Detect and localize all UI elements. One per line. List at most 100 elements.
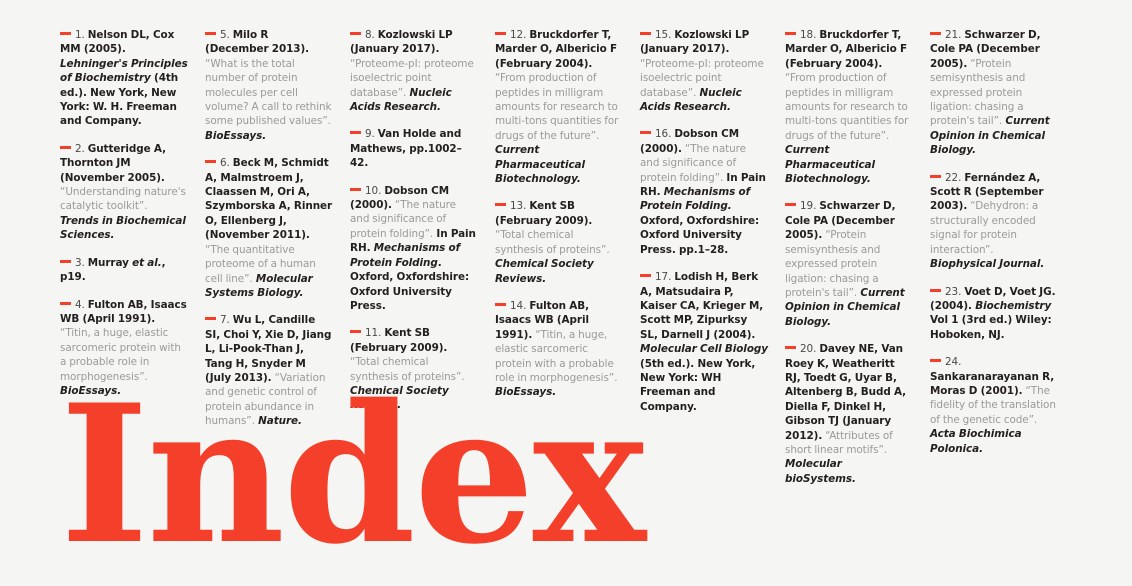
reference-column-1: 1. Nelson DL, Cox MM (2005). Lehninger's…	[60, 28, 205, 411]
reference-text-segment: Beck M, Schmidt A, Malmstroem J, Claasse…	[205, 157, 333, 242]
reference-text-segment: (4th ed.). New York, New York: W. H. Fre…	[60, 72, 179, 128]
reference-text-segment: In Pain RH.	[350, 227, 476, 255]
reference-text-segment: Current Opinion in Chemical Biology.	[930, 115, 1050, 157]
reference-text-segment: Sankaranarayanan R, Moras D (2001).	[930, 370, 1055, 397]
reference-text-segment: “Total chemical synthesis of proteins”.	[495, 229, 610, 256]
reference-text-segment: “The nature and significance of protein …	[350, 199, 456, 240]
reference-text-segment: “Proteome-pI: proteome isoelectric point…	[640, 57, 764, 99]
reference-text-segment: Wu L, Candille SI, Choi Y, Xie D, Jiang …	[205, 314, 332, 384]
reference-number: 2.	[75, 142, 85, 155]
dash-icon	[350, 32, 361, 35]
reference-entry: 11. Kent SB (February 2009). “Total chem…	[350, 326, 478, 412]
reference-text-segment: Van Holde and Mathews, pp.1002–42.	[350, 128, 462, 170]
reference-text-segment: , p19.	[60, 256, 166, 284]
reference-number: 18.	[800, 29, 817, 41]
reference-text-segment: Bruckdorfer T, Marder O, Albericio F (Fe…	[785, 29, 908, 70]
dash-icon	[640, 131, 651, 135]
reference-text-segment: “Proteome-pI: proteome isoelectric point…	[350, 57, 474, 99]
reference-text-segment: Oxford, Oxfordshire: Oxford University P…	[640, 214, 760, 256]
reference-text-segment: Voet D, Voet JG. (2004).	[930, 285, 1056, 312]
reference-number: 23.	[945, 285, 962, 298]
dash-icon	[60, 259, 71, 263]
dash-icon	[495, 203, 506, 207]
reference-entry: 23. Voet D, Voet JG. (2004). Biochemistr…	[930, 285, 1058, 343]
reference-text-segment: (5th ed.). New York, New York: WH Freema…	[640, 357, 756, 413]
dash-icon	[205, 32, 216, 35]
reference-number: 24.	[945, 356, 962, 369]
reference-text-segment: Schwarzer D, Cole PA (December 2005).	[785, 200, 896, 242]
reference-number: 22.	[945, 171, 962, 184]
reference-text-segment: Current Opinion in Chemical Biology.	[785, 286, 905, 328]
reference-number: 4.	[75, 298, 85, 311]
reference-text-segment: Mechanisms of Protein Folding	[350, 242, 461, 269]
dash-icon	[60, 32, 71, 35]
reference-number: 21.	[945, 29, 962, 41]
reference-text-segment: Milo R (December 2013).	[205, 29, 310, 56]
reference-entry: 8. Kozlowski LP (January 2017). “Proteom…	[350, 28, 478, 114]
reference-entry: 24. Sankaranarayanan R, Moras D (2001). …	[930, 355, 1058, 456]
reference-number: 15.	[655, 29, 672, 41]
reference-text-segment: “Dehydron: a structurally encoded signal…	[930, 200, 1039, 256]
reference-text-segment: “Variation and genetic control of protei…	[205, 371, 326, 428]
reference-entry: 2. Gutteridge A, Thornton JM (November 2…	[60, 142, 188, 243]
reference-entry: 15. Kozlowski LP (January 2017). “Proteo…	[640, 28, 768, 114]
reference-text-segment: Kozlowski LP (January 2017).	[640, 29, 750, 56]
reference-number: 3.	[75, 256, 85, 269]
reference-number: 17.	[655, 271, 672, 284]
reference-text-segment: “The nature and significance of protein …	[640, 142, 746, 184]
reference-text-segment: Trends in Biochemical Sciences.	[60, 214, 186, 242]
reference-text-segment: Gutteridge A, Thornton JM (November 2005…	[60, 142, 166, 184]
reference-text-segment: Biochemistry	[971, 299, 1052, 312]
reference-text-segment: “From production of peptides in milligra…	[785, 72, 909, 142]
dash-icon	[785, 203, 796, 207]
reference-entry: 4. Fulton AB, Isaacs WB (April 1991). “T…	[60, 298, 188, 399]
reference-text-segment: “The fidelity of the translation of the …	[930, 384, 1056, 426]
reference-entry: 14. Fulton AB, Isaacs WB (April 1991). “…	[495, 299, 623, 400]
reference-text-segment: Fernández A, Scott R (September 2003).	[930, 171, 1044, 213]
reference-number: 8.	[365, 29, 375, 41]
reference-text-segment: Kozlowski LP (January 2017).	[350, 29, 453, 56]
dash-icon	[60, 145, 71, 149]
dash-icon	[930, 359, 941, 363]
dash-icon	[350, 330, 361, 334]
reference-entry: 10. Dobson CM (2000). “The nature and si…	[350, 184, 478, 314]
references-grid: 1. Nelson DL, Cox MM (2005). Lehninger's…	[60, 28, 1080, 499]
reference-entry: 6. Beck M, Schmidt A, Malmstroem J, Claa…	[205, 156, 333, 300]
reference-entry: 16. Dobson CM (2000). “The nature and si…	[640, 127, 768, 257]
dash-icon	[640, 32, 651, 35]
reference-text-segment: “Understanding nature's catalytic toolki…	[60, 186, 186, 213]
reference-text-segment: Molecular Systems Biology.	[205, 272, 313, 299]
reference-text-segment: Current Pharmaceutical Biotechnology.	[495, 144, 586, 186]
reference-text-segment: Kent SB (February 2009).	[350, 327, 448, 354]
reference-number: 5.	[220, 29, 230, 41]
reference-text-segment: Mechanisms of Protein Folding.	[640, 186, 751, 213]
dash-icon	[785, 346, 796, 350]
reference-entry: 18. Bruckdorfer T, Marder O, Albericio F…	[785, 28, 913, 186]
reference-entry: 21. Schwarzer D, Cole PA (December 2005)…	[930, 28, 1058, 158]
reference-text-segment: “Titin, a huge, elastic sarcomeric prote…	[495, 328, 618, 384]
reference-text-segment: Nucleic Acids Research.	[350, 86, 452, 114]
page-title: Index	[60, 363, 646, 586]
reference-column-3: 8. Kozlowski LP (January 2017). “Proteom…	[350, 28, 495, 426]
reference-entry: 13. Kent SB (February 2009). “Total chem…	[495, 199, 623, 285]
reference-text-segment: “Protein semisynthesis and expressed pro…	[785, 229, 881, 299]
reference-text-segment: Nelson DL, Cox MM (2005).	[60, 29, 175, 56]
reference-entry: 3. Murray et al., p19.	[60, 256, 188, 285]
reference-text-segment: BioEssays.	[495, 386, 557, 399]
reference-column-5: 15. Kozlowski LP (January 2017). “Proteo…	[640, 28, 785, 427]
reference-text-segment: et al.	[128, 256, 162, 269]
reference-text-segment: Vol 1 (3rd ed.) Wiley: Hoboken, NJ.	[930, 314, 1052, 341]
reference-text-segment: “Protein semisynthesis and expressed pro…	[930, 57, 1026, 128]
reference-number: 9.	[365, 128, 375, 141]
reference-entry: 20. Davey NE, Van Roey K, Weatheritt RJ,…	[785, 342, 913, 486]
reference-number: 20.	[800, 343, 817, 356]
reference-entry: 19. Schwarzer D, Cole PA (December 2005)…	[785, 199, 913, 329]
reference-entry: 22. Fernández A, Scott R (September 2003…	[930, 171, 1058, 272]
reference-text-segment: Dobson CM (2000).	[350, 184, 449, 212]
reference-number: 14.	[510, 299, 527, 312]
dash-icon	[930, 174, 941, 178]
dash-icon	[60, 301, 71, 305]
reference-column-6: 18. Bruckdorfer T, Marder O, Albericio F…	[785, 28, 930, 499]
reference-number: 6.	[220, 157, 230, 170]
reference-text-segment: Chemical Society Reviews.	[495, 258, 594, 285]
